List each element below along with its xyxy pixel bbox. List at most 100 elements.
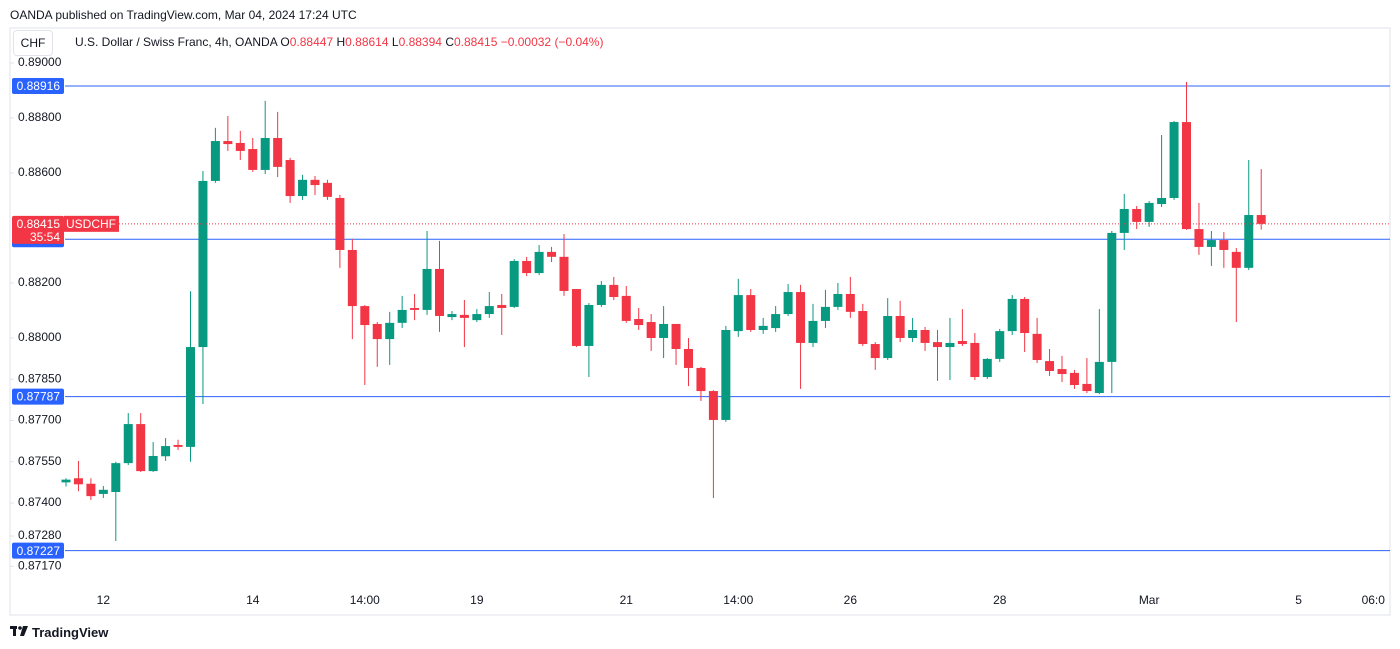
candle-body <box>1057 369 1067 375</box>
candle-body <box>298 179 308 197</box>
candle-body <box>1094 361 1104 393</box>
candle-body <box>883 315 893 359</box>
candle-body <box>808 320 818 343</box>
y-tick-label: 0.87700 <box>18 413 62 427</box>
ohlc-label: L <box>391 35 399 49</box>
candle-body <box>571 289 581 346</box>
candle-body <box>796 292 806 343</box>
candle-body <box>435 268 444 316</box>
y-tick-label: 0.88800 <box>18 110 62 124</box>
candle-body <box>1107 232 1117 362</box>
candle-body <box>484 306 494 315</box>
candle-body <box>285 160 295 197</box>
candle-body <box>1032 333 1042 360</box>
candle-body <box>123 424 133 464</box>
x-tick-label: 14:00 <box>350 593 380 607</box>
countdown: 35:54 <box>30 230 60 244</box>
level-label: 0.88916 <box>17 79 61 93</box>
candle-body <box>746 295 756 331</box>
candle-body <box>98 489 108 494</box>
candle-body <box>397 309 407 323</box>
candle-body <box>1256 215 1266 224</box>
y-tick-label: 0.87170 <box>18 558 62 572</box>
candle-body <box>86 483 96 497</box>
logo <box>10 626 28 636</box>
candle-body <box>1007 298 1017 332</box>
ohlc-value: 0.88394 <box>398 35 442 49</box>
candle-body <box>584 304 594 346</box>
candle-body <box>472 314 482 321</box>
candle-body <box>61 479 71 483</box>
y-tick-label: 0.87400 <box>18 495 62 509</box>
x-tick-label: 28 <box>993 593 1007 607</box>
publish-info: OANDA published on TradingView.com, Mar … <box>10 8 357 22</box>
x-tick-label: 26 <box>844 593 858 607</box>
y-tick-label: 0.88600 <box>18 165 62 179</box>
candle-body <box>733 295 743 332</box>
candle-body <box>659 323 669 338</box>
y-tick-label: 0.88000 <box>18 330 62 344</box>
footer-brand: TradingView <box>32 625 109 640</box>
candle-body <box>173 444 183 447</box>
candle-body <box>1182 122 1191 230</box>
y-tick-label: 0.88200 <box>18 275 62 289</box>
symbol-title: U.S. Dollar / Swiss Franc, 4h, OANDA <box>75 35 278 49</box>
candle-body <box>1082 383 1092 392</box>
candle-body <box>895 315 905 338</box>
level-label: 0.87787 <box>17 390 61 404</box>
x-tick-label: 5 <box>1295 593 1302 607</box>
candle-body <box>136 424 146 472</box>
symbol-tag: USDCHF <box>66 217 116 231</box>
candle-body <box>497 304 507 308</box>
ohlc-value: 0.88447 <box>289 35 334 49</box>
candle-body <box>509 260 519 307</box>
candle-body <box>360 306 370 326</box>
candle-body <box>385 322 395 340</box>
candle-body <box>870 344 880 359</box>
candle-body <box>248 149 258 170</box>
candle-body <box>1144 202 1154 222</box>
candle-body <box>210 141 220 181</box>
candle-body <box>833 293 843 307</box>
ohlc-value: 0.88415 <box>453 35 498 49</box>
candle-body <box>1132 208 1142 222</box>
candle-body <box>1231 251 1241 268</box>
candle-body <box>322 182 332 197</box>
candle-body <box>609 284 619 297</box>
candle-body <box>273 138 283 167</box>
level-label: 0.87227 <box>17 544 61 558</box>
candle-body <box>920 330 930 343</box>
x-tick-label: Mar <box>1139 593 1160 607</box>
y-tick-label: 0.87550 <box>18 454 62 468</box>
candle-body <box>783 292 793 315</box>
candle-body <box>235 142 245 151</box>
symbol-tag-box <box>64 215 119 232</box>
candle-body <box>534 251 544 274</box>
level-tag <box>12 542 64 559</box>
candle-body <box>198 180 208 348</box>
candle-body <box>634 319 644 326</box>
candle-body <box>596 284 606 305</box>
candle-body <box>758 325 768 331</box>
candle-body <box>310 179 320 186</box>
candle-body <box>696 367 706 392</box>
candle-body <box>957 341 967 345</box>
candle-body <box>1045 361 1055 371</box>
change: −0.00032 (−0.04%) <box>500 35 604 49</box>
ohlc-label: C <box>445 35 454 49</box>
ohlc-label: O <box>280 35 290 49</box>
plot-area: 12 14 14:00 19 21 14:00 26 28 Mar 5 06:0 <box>61 81 1390 607</box>
candle-body <box>347 249 357 307</box>
candle-body <box>970 342 980 378</box>
x-tick-label: 14:00 <box>723 593 753 607</box>
candle-body <box>708 391 718 420</box>
candle-body <box>372 323 382 340</box>
candle-body <box>1157 197 1167 205</box>
candle-body <box>161 446 171 457</box>
x-tick-label: 14 <box>246 593 260 607</box>
legend: U.S. Dollar / Swiss Franc, 4h, OANDA O0.… <box>75 35 603 49</box>
candle-body <box>995 331 1005 359</box>
candle-body <box>1020 298 1030 334</box>
currency-box[interactable]: CHF <box>13 30 53 56</box>
